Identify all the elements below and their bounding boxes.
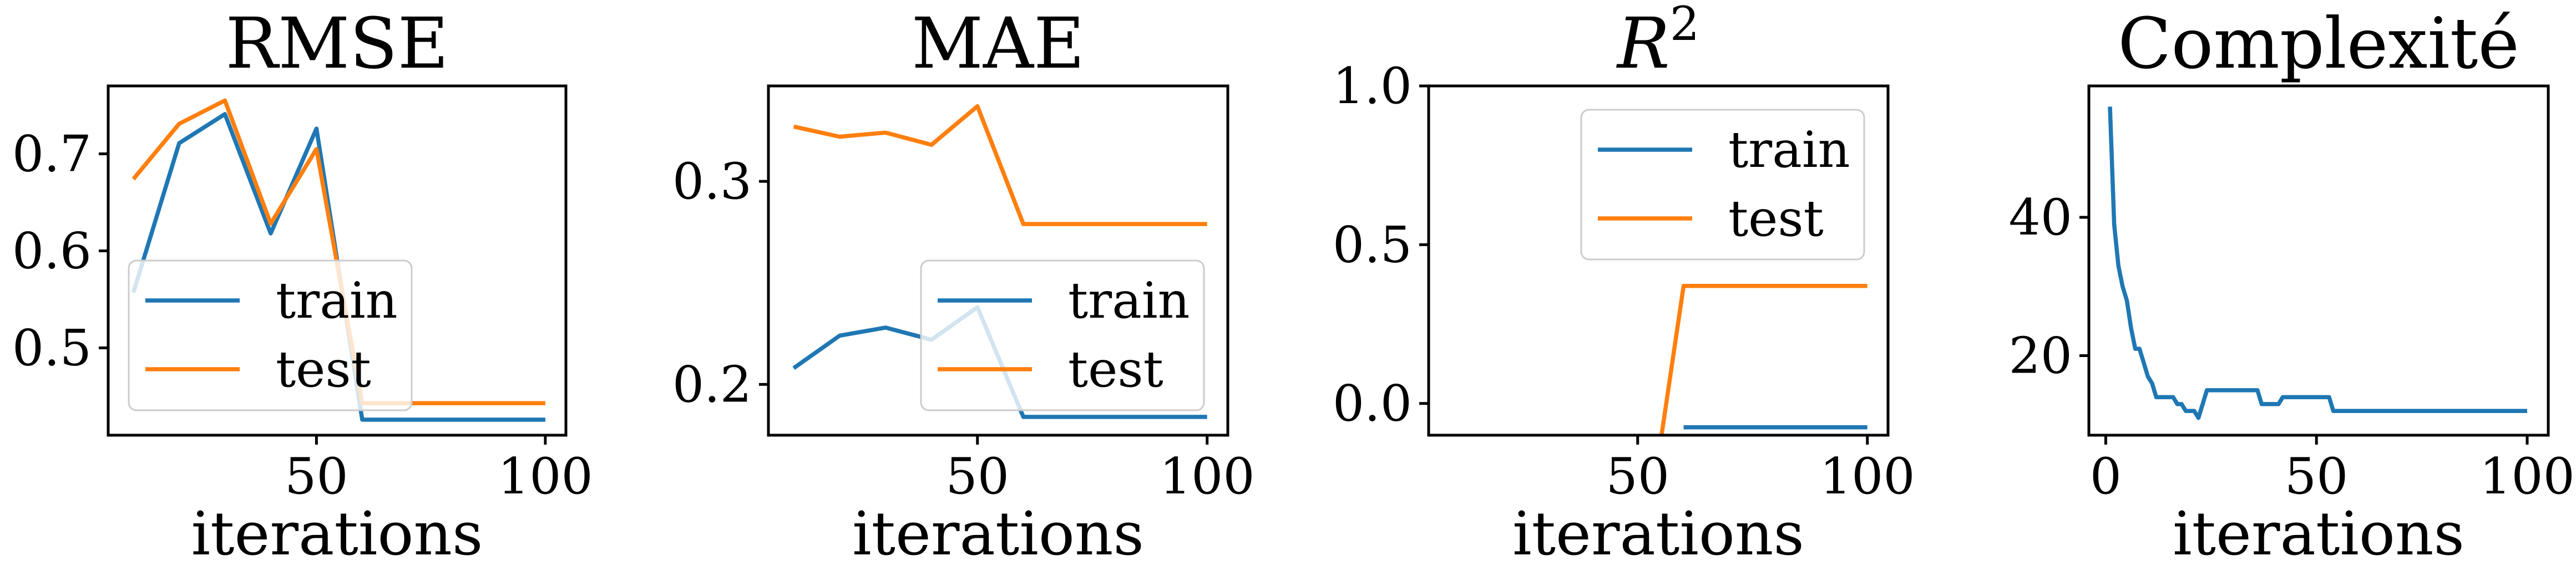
legend: train test [128,259,413,411]
x-axis-label: iterations [2173,500,2464,569]
x-tick-label: 50 [945,447,1009,506]
x-axis-label: iterations [852,500,1144,569]
x-tick-label: 100 [1820,447,1915,506]
x-tick-label: 100 [498,447,593,506]
legend-label-test: test [1728,190,1824,248]
legend-box [1580,109,1865,261]
chart-title: MAE [912,3,1085,84]
legend-box [128,259,413,411]
y-tick-label: 0.5 [1333,216,1412,274]
mae-chart: MAE 50 100 0.2 0.3 iterations train test [672,3,1255,569]
y-tick-label: 0.6 [12,222,92,281]
y-tick-label: 0.0 [1333,375,1412,433]
chart-title: RMSE [225,3,448,84]
x-tick-label: 0 [2090,447,2122,506]
legend-label-train: train [1728,121,1850,179]
y-tick-label: 1.0 [1333,57,1412,115]
x-tick-label: 50 [2285,447,2349,506]
legend-label-train: train [1068,272,1190,330]
chart-title: Complexité [2118,3,2519,84]
legend: train test [920,259,1205,411]
series-line-test [793,104,1207,226]
y-tick-label: 0.3 [672,152,752,211]
plot-frame [767,84,1229,437]
legend: train test [1580,109,1865,261]
series-group [2108,106,2527,420]
x-tick-label: 100 [2479,447,2575,506]
y-tick-label: 0.5 [12,319,92,378]
series-group [1659,284,1868,435]
plot-frame [1427,84,1890,437]
chart-title: R2 [1616,0,1699,84]
x-tick-label: 50 [1606,447,1669,506]
y-tick-label: 40 [2008,188,2072,247]
series-line-series-0 [2108,106,2527,420]
y-tick-label: 20 [2008,327,2072,385]
x-axis-label: iterations [1512,500,1804,569]
y-tick-label: 0.2 [672,355,752,414]
chart-title-superscript: 2 [1670,0,1699,51]
x-tick-label: 50 [285,447,348,506]
x-tick-label: 100 [1160,447,1255,506]
plot-frame [107,84,568,437]
y-tick-label: 0.7 [12,125,92,184]
legend-label-test: test [276,340,371,399]
complexite-chart: Complexité 0 50 100 20 40 iterations [2008,3,2574,569]
legend-label-train: train [276,272,398,330]
rmse-chart: RMSE 50 100 0.5 0.6 0.7 iterations train test [12,3,593,569]
legend-label-test: test [1068,340,1163,399]
plot-frame [2087,84,2550,437]
legend-box [920,259,1205,411]
series-line-test [1659,284,1868,435]
r2-chart: R2 50 100 0.0 0.5 1.0 iterations train test [1333,0,1915,569]
x-axis-label: iterations [191,500,483,569]
